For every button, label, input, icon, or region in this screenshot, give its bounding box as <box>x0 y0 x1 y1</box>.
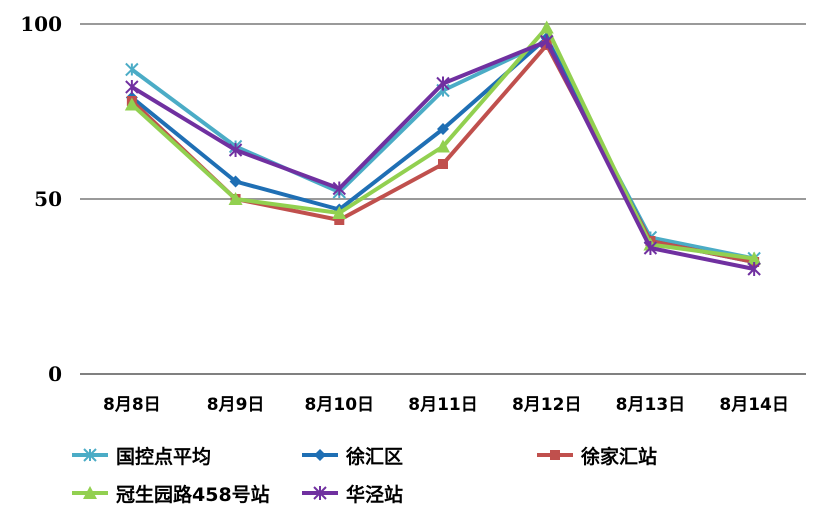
data-point <box>436 76 450 91</box>
series-line <box>130 39 755 271</box>
legend-item-0[interactable]: 国控点平均 <box>70 438 211 472</box>
x-tick-label: 8月14日 <box>719 395 789 415</box>
data-point <box>436 139 450 153</box>
data-point <box>334 215 345 225</box>
legend-swatch-0 <box>72 448 108 462</box>
data-point <box>228 143 243 157</box>
data-point <box>540 34 554 49</box>
legend-item-2[interactable]: 徐家汇站 <box>535 438 657 472</box>
x-tick-label: 8月9日 <box>207 395 265 415</box>
data-point <box>125 80 139 94</box>
series-2 <box>126 40 760 267</box>
legend-item-1[interactable]: 徐汇区 <box>300 438 403 472</box>
legend-label-2: 徐家汇站 <box>581 445 658 468</box>
legend: 国控点平均 徐汇区 徐家汇站 冠生园路458号站 华泾站 <box>0 436 824 526</box>
legend-swatch-3 <box>72 486 108 499</box>
x-tick-label: 8月8日 <box>103 395 161 415</box>
legend-swatch-4 <box>302 486 338 500</box>
legend-swatch-2 <box>537 450 573 460</box>
data-point <box>228 192 243 205</box>
legend-label-0: 国控点平均 <box>116 445 212 468</box>
data-point <box>229 175 242 188</box>
legend-item-4[interactable]: 华泾站 <box>300 476 403 510</box>
x-axis-ticks: 8月8日 8月9日 8月10日 8月11日 8月12日 8月13日 8月14日 <box>103 395 789 415</box>
legend-swatch-1 <box>302 449 338 461</box>
data-point <box>124 97 139 111</box>
data-point <box>125 62 139 77</box>
legend-marker <box>313 486 327 500</box>
x-tick-label: 8月12日 <box>512 395 582 415</box>
x-tick-label: 8月11日 <box>408 395 478 415</box>
y-tick-label: 0 <box>48 362 62 386</box>
legend-label-1: 徐汇区 <box>346 445 404 468</box>
data-point <box>437 123 449 135</box>
x-tick-label: 8月13日 <box>616 395 686 415</box>
x-tick-label: 8月10日 <box>305 395 375 415</box>
series-lines <box>124 20 762 276</box>
data-point <box>332 181 346 196</box>
legend-item-3[interactable]: 冠生园路458号站 <box>70 476 270 510</box>
data-point <box>539 20 554 34</box>
y-tick-label: 50 <box>34 187 62 211</box>
data-point <box>438 159 448 169</box>
data-point <box>643 241 658 255</box>
legend-marker <box>314 449 326 461</box>
data-point <box>332 206 347 219</box>
grid-lines <box>80 23 806 375</box>
legend-marker <box>83 448 97 462</box>
series-4 <box>125 34 761 276</box>
legend-label-4: 华泾站 <box>346 483 404 506</box>
data-point <box>747 251 762 265</box>
legend-marker <box>550 450 560 460</box>
data-point <box>747 262 761 276</box>
legend-label-3: 冠生园路458号站 <box>116 483 270 506</box>
y-tick-label: 100 <box>20 12 62 36</box>
y-axis-ticks: 0 50 100 <box>20 12 62 386</box>
legend-marker <box>83 486 97 499</box>
